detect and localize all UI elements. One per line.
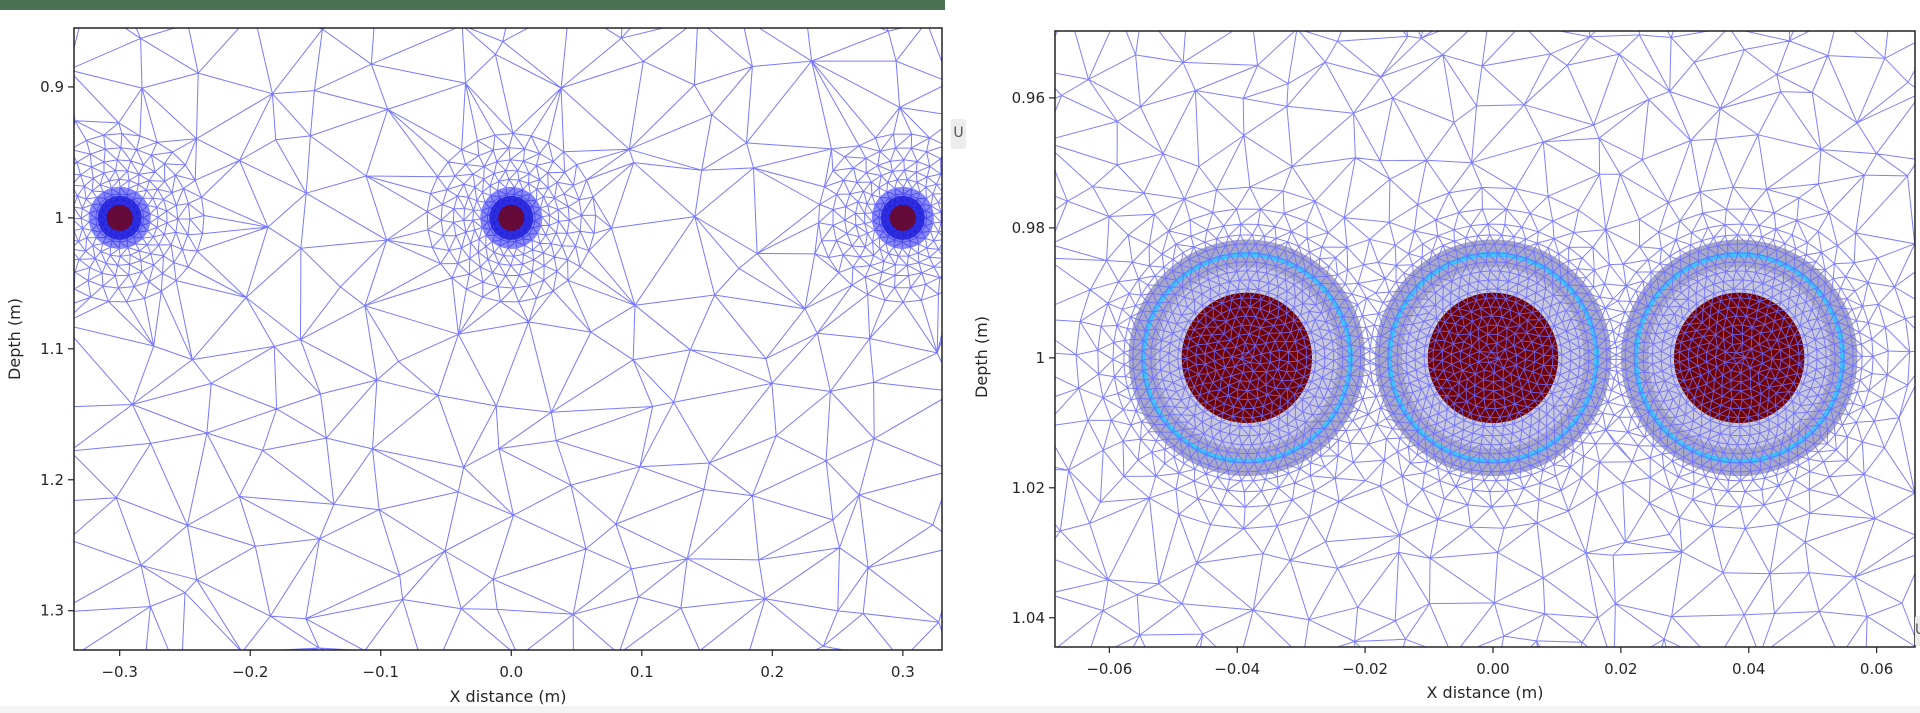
x-tick-label: −0.04: [1214, 660, 1260, 678]
right-y-axis-label: Depth (m): [972, 316, 991, 398]
x-tick-label: 0.06: [1860, 660, 1893, 678]
x-tick-label: −0.3: [101, 663, 137, 681]
window-accent-bar: [0, 0, 945, 10]
cable-core: [106, 204, 133, 231]
toolbar-toggle-button-right[interactable]: U: [1915, 616, 1920, 646]
mesh-edges: [1055, 31, 1915, 647]
x-tick-label: 0.2: [760, 663, 784, 681]
y-tick-label: 0.98: [1012, 219, 1045, 237]
y-tick-label: 1.02: [1012, 479, 1045, 497]
x-tick-label: −0.1: [363, 663, 399, 681]
y-tick-label: 1: [1035, 349, 1045, 367]
left-cable-markers: [89, 187, 933, 248]
x-tick-label: 0.02: [1604, 660, 1637, 678]
right-x-axis-label: X distance (m): [1427, 683, 1544, 702]
left-mesh-plot: −0.3 −0.2 −0.1 0.0 0.1 0.2 0.3 0.9 1 1.1 1.2 1.3 X …: [5, 27, 943, 706]
x-tick-label: 0.0: [499, 663, 523, 681]
y-tick-label: 1: [54, 209, 64, 227]
x-tick-label: 0.04: [1732, 660, 1765, 678]
cable-core: [498, 204, 525, 231]
right-axis-ticks: −0.06 −0.04 −0.02 0.00 0.02 0.04 0.06 0.96 0.98 1…: [1012, 89, 1894, 678]
x-tick-label: 0.1: [630, 663, 654, 681]
x-tick-label: −0.06: [1086, 660, 1132, 678]
right-mesh-lines: [1055, 31, 1915, 647]
left-y-axis-label: Depth (m): [5, 298, 24, 380]
y-tick-label: 0.9: [40, 78, 64, 96]
y-tick-label: 1.2: [40, 471, 64, 489]
y-tick-label: 1.04: [1012, 609, 1045, 627]
left-axis-ticks: −0.3 −0.2 −0.1 0.0 0.1 0.2 0.3 0.9 1 1.1 1.2 1.3: [40, 78, 915, 681]
y-tick-label: 1.3: [40, 602, 64, 620]
left-x-axis-label: X distance (m): [450, 687, 567, 706]
cable-metallic-screen: [1140, 251, 1353, 464]
cable-core: [889, 204, 916, 231]
right-plot-frame: [1054, 30, 1916, 648]
y-tick-label: 1.1: [40, 340, 64, 358]
left-plot-frame: [73, 27, 943, 651]
x-tick-label: 0.00: [1476, 660, 1509, 678]
right-mesh-plot: −0.06 −0.04 −0.02 0.00 0.02 0.04 0.06 0.96 0.98 1…: [972, 30, 1916, 702]
toolbar-toggle-button[interactable]: U: [951, 119, 966, 149]
bottom-scroll-strip: [0, 706, 1920, 713]
y-tick-label: 0.96: [1012, 89, 1045, 107]
x-tick-label: −0.02: [1342, 660, 1388, 678]
left-plot-area: [74, 28, 942, 650]
x-tick-label: −0.2: [232, 663, 268, 681]
x-tick-label: 0.3: [891, 663, 915, 681]
